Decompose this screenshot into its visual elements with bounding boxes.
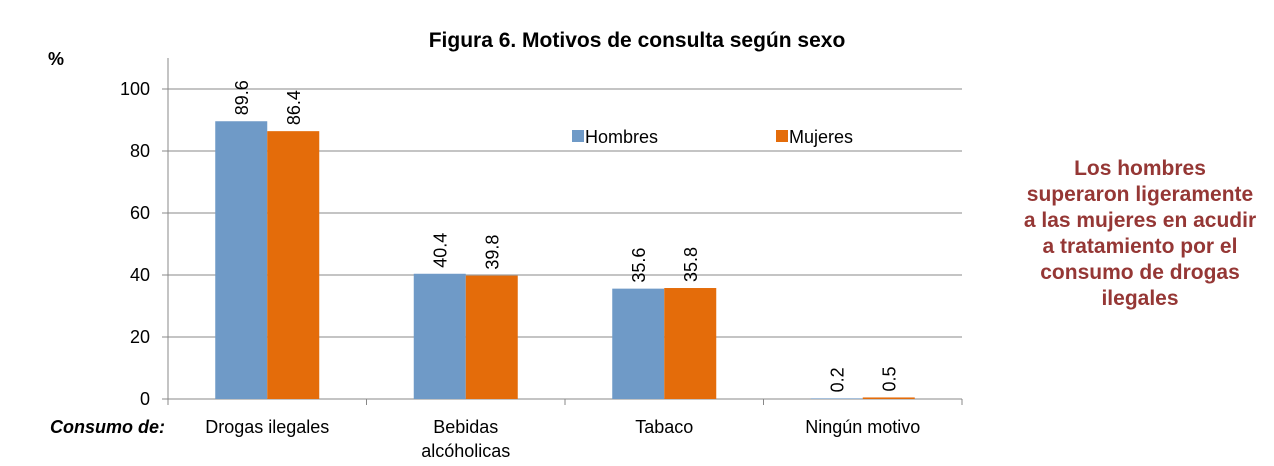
bar bbox=[862, 397, 915, 399]
y-tick-label: 100 bbox=[120, 79, 150, 99]
legend-label: Mujeres bbox=[789, 127, 853, 147]
y-tick-label: 60 bbox=[130, 203, 150, 223]
y-tick-label: 0 bbox=[140, 389, 150, 409]
y-tick-label: 80 bbox=[130, 141, 150, 161]
bar bbox=[612, 288, 665, 399]
x-tick-label: Ningún motivo bbox=[805, 417, 921, 437]
bar bbox=[465, 275, 518, 399]
legend-swatch bbox=[572, 130, 584, 142]
y-tick-label: 20 bbox=[130, 327, 150, 347]
data-label: 89.6 bbox=[232, 80, 252, 115]
bar bbox=[413, 273, 466, 399]
annotation: Los hombres superaron ligeramente a las … bbox=[1023, 157, 1257, 310]
x-tick-label: Drogas ilegales bbox=[205, 417, 330, 437]
legend-swatch bbox=[776, 130, 788, 142]
data-label: 40.4 bbox=[431, 233, 451, 268]
data-label: 35.8 bbox=[681, 247, 701, 282]
legend-label: Hombres bbox=[585, 127, 658, 147]
x-tick-label: Bebidas alcóholicas bbox=[421, 417, 511, 461]
data-label: 35.6 bbox=[629, 248, 649, 283]
data-label: 0.5 bbox=[880, 366, 900, 391]
bar bbox=[215, 121, 268, 400]
bar bbox=[267, 131, 320, 399]
data-label: 86.4 bbox=[284, 90, 304, 125]
data-label: 39.8 bbox=[483, 235, 503, 270]
y-axis-label: % bbox=[48, 49, 64, 69]
bar bbox=[810, 398, 863, 399]
data-label: 0.2 bbox=[828, 367, 848, 392]
bar bbox=[664, 288, 717, 399]
x-tick-label: Tabaco bbox=[635, 417, 694, 437]
chart-title: Figura 6. Motivos de consulta según sexo bbox=[429, 29, 846, 52]
x-axis-label: Consumo de: bbox=[50, 417, 165, 437]
y-tick-label: 40 bbox=[130, 265, 150, 285]
